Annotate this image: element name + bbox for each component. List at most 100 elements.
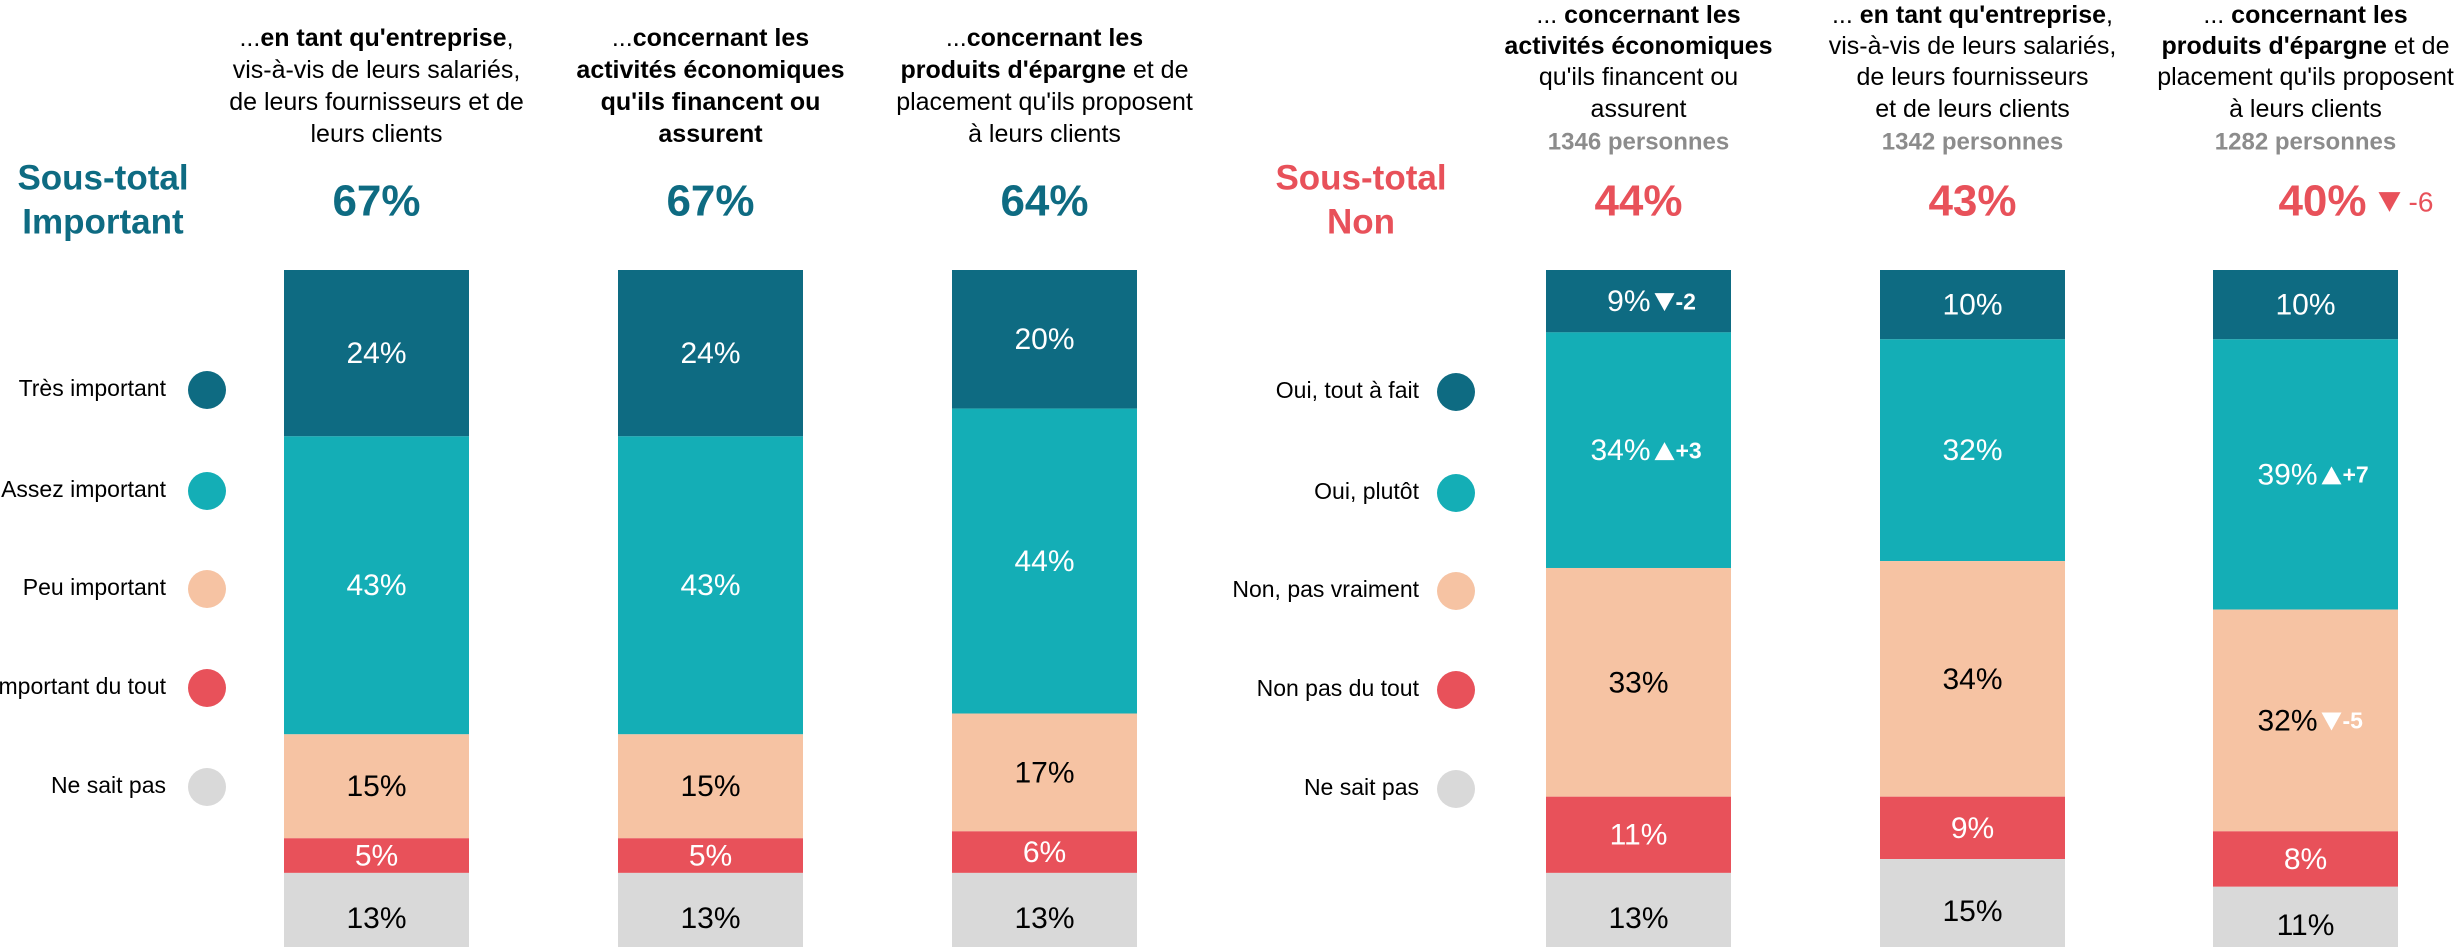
bar-segment	[1546, 567, 1731, 797]
bar-segment	[1880, 561, 2065, 797]
header-run: qu'ils financent ou	[601, 88, 821, 116]
respondent-count: 1282 personnes	[2215, 128, 2396, 155]
header-run: de leurs fournisseurs	[1856, 63, 2088, 91]
column-header: ... concernant les	[1536, 1, 1740, 29]
header-run: leurs clients	[311, 120, 443, 148]
header-run: concernant les	[633, 24, 809, 52]
column-header: assurent	[658, 120, 763, 148]
legend-label: Très important	[19, 375, 167, 401]
header-run: vis-à-vis de leurs salariés,	[233, 56, 521, 84]
value-label: 13%	[680, 902, 740, 935]
bar-segment	[618, 436, 803, 735]
legend-swatch	[188, 371, 226, 409]
bar-segment	[284, 838, 469, 873]
change-arrow	[1654, 442, 1675, 461]
legend-swatch	[1437, 770, 1475, 808]
header-run: placement qu'ils proposent	[896, 88, 1193, 116]
value-label: 11%	[2277, 909, 2335, 942]
header-run: ...	[239, 24, 260, 52]
subtotal-value: 40%	[2278, 177, 2366, 226]
header-run: assurent	[1591, 95, 1687, 123]
subtotal-value: 64%	[1000, 177, 1088, 226]
bar-segment	[284, 872, 469, 947]
bar-segment	[2213, 609, 2398, 832]
column-header: qu'ils financent ou	[601, 88, 821, 116]
value-label: 10%	[1942, 289, 2002, 322]
bar-segment	[1546, 796, 1731, 873]
header-run: en tant qu'entreprise	[260, 24, 506, 52]
value-label: 9%	[1607, 285, 1650, 318]
header-run: de leurs fournisseurs et de	[229, 88, 524, 116]
bar-segment	[2213, 886, 2398, 947]
subtotal-value: 67%	[666, 177, 754, 226]
value-label: 11%	[1610, 819, 1668, 852]
legend-label: Oui, tout à fait	[1276, 377, 1420, 403]
header-run: activités économiques	[576, 56, 844, 84]
legend-label: Oui, plutôt	[1314, 478, 1419, 504]
subtotal-title: Important	[22, 202, 184, 241]
value-label: 43%	[346, 569, 406, 602]
legend-label: Assez important	[1, 476, 167, 502]
change-arrow	[2378, 192, 2401, 212]
value-label: 15%	[680, 770, 740, 803]
legend-label: Peu important	[23, 574, 167, 600]
bar-segment	[618, 734, 803, 839]
header-run: activités économiques	[1504, 32, 1772, 60]
value-label: 33%	[1608, 666, 1668, 699]
bar-segment	[2213, 831, 2398, 887]
value-label: 6%	[1023, 836, 1066, 869]
bar-segment	[284, 436, 469, 735]
subtotal-title: Sous-total	[17, 158, 188, 197]
value-label: 43%	[680, 569, 740, 602]
value-label: 32%	[2257, 704, 2317, 737]
column-header: ...concernant les	[946, 24, 1143, 52]
value-label: 20%	[1014, 323, 1074, 356]
header-run: ...	[612, 24, 633, 52]
subtotal-value: 44%	[1594, 177, 1682, 226]
bar-segment	[1546, 332, 1731, 568]
subtotal-change: -6	[2409, 186, 2434, 217]
value-label: 5%	[355, 840, 398, 873]
bar-segment	[952, 408, 1137, 714]
header-run: concernant les	[967, 24, 1143, 52]
bar-segment	[952, 872, 1137, 947]
header-run: ...	[1536, 1, 1564, 29]
legend-swatch	[188, 472, 226, 510]
legend-label: Non pas du tout	[1257, 675, 1420, 701]
legend-label: Pas important du tout	[0, 673, 167, 699]
column-header: placement qu'ils proposent	[2157, 63, 2454, 91]
bar-segment	[1880, 859, 2065, 947]
value-change: +7	[2343, 462, 2369, 488]
column-header: activités économiques	[576, 56, 844, 84]
value-label: 24%	[346, 337, 406, 370]
bar-segment	[2213, 339, 2398, 610]
header-run: ...	[1832, 1, 1860, 29]
bar-segment	[952, 713, 1137, 832]
header-run: produits d'épargne	[901, 56, 1126, 84]
bar-segment	[618, 270, 803, 437]
value-change: -5	[2343, 708, 2364, 734]
header-run: produits d'épargne	[2162, 32, 2387, 60]
legend-swatch	[1437, 671, 1475, 709]
column-header: ... en tant qu'entreprise,	[1832, 1, 2113, 29]
column-header: assurent	[1591, 95, 1687, 123]
header-run: en tant qu'entreprise	[1860, 1, 2106, 29]
bar-segment	[618, 838, 803, 873]
value-label: 13%	[346, 902, 406, 935]
bar-segment	[284, 270, 469, 437]
bar-segment	[618, 872, 803, 947]
column-header: à leurs clients	[968, 120, 1121, 148]
column-header: vis-à-vis de leurs salariés,	[1829, 32, 2117, 60]
value-label: 10%	[2275, 289, 2335, 322]
legend-label: Ne sait pas	[1304, 774, 1419, 800]
change-arrow	[2321, 466, 2342, 485]
column-header: à leurs clients	[2229, 95, 2382, 123]
value-label: 44%	[1014, 545, 1074, 578]
header-run: ...	[2203, 1, 2231, 29]
header-run: ...	[946, 24, 967, 52]
bar-segment	[1880, 339, 2065, 562]
value-label: 15%	[346, 770, 406, 803]
value-change: +3	[1676, 437, 1702, 463]
column-header: leurs clients	[311, 120, 443, 148]
